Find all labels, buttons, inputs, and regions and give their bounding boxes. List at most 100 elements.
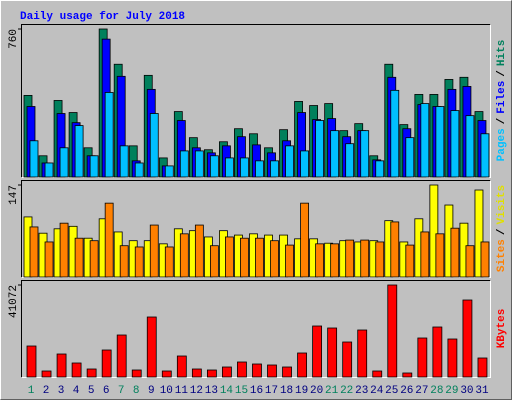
bar: [420, 103, 430, 178]
bar: [270, 160, 279, 178]
bar: [56, 353, 67, 378]
bar: [330, 243, 340, 278]
bar: [375, 160, 385, 178]
bar: [435, 106, 445, 178]
bar: [86, 368, 97, 378]
x-tick-label: 15: [235, 385, 248, 397]
x-tick-label: 13: [205, 385, 218, 397]
x-tick-label: 7: [118, 385, 125, 397]
bar: [267, 364, 277, 378]
bar: [330, 130, 340, 178]
x-tick-label: 30: [460, 385, 473, 397]
bar: [372, 370, 383, 378]
bar: [474, 189, 484, 278]
bar: [119, 245, 129, 278]
bar: [89, 240, 99, 278]
x-tick-label: 18: [280, 385, 293, 397]
bar: [176, 355, 187, 378]
x-tick-label: 25: [385, 385, 398, 397]
bar: [345, 239, 355, 278]
bar: [315, 120, 325, 178]
bar: [420, 231, 430, 278]
bar: [179, 150, 189, 178]
x-tick-label: 12: [190, 385, 203, 397]
bar: [29, 226, 39, 278]
bar: [225, 236, 234, 278]
panel-edge-light: [21, 280, 491, 378]
bar: [429, 184, 439, 278]
bar: [462, 299, 473, 378]
bar: [146, 316, 157, 378]
x-tick-label: 28: [430, 385, 443, 397]
x-tick-label: 27: [415, 385, 428, 397]
panel: [21, 280, 490, 377]
x-tick-label: 14: [220, 385, 234, 397]
bar: [312, 325, 323, 378]
bar: [480, 133, 490, 178]
x-tick-label: 20: [310, 385, 323, 397]
bar: [89, 155, 99, 178]
bar: [104, 202, 114, 278]
bar: [134, 246, 144, 278]
bar: [255, 237, 264, 278]
legend-separator: /: [496, 228, 508, 235]
bar: [164, 246, 174, 278]
bar: [360, 239, 370, 278]
bar: [209, 245, 219, 278]
bar: [390, 89, 400, 178]
x-tick-label: 19: [295, 385, 308, 397]
panel-edge-dark: [21, 180, 491, 278]
bar: [387, 284, 398, 378]
bar: [44, 241, 54, 278]
bar: [300, 150, 309, 178]
x-tick-label: 17: [265, 385, 278, 397]
x-tick-label: 16: [250, 385, 263, 397]
bar: [417, 337, 428, 378]
legend-entry: KBytes: [496, 309, 508, 349]
bar: [402, 372, 413, 378]
bar: [360, 130, 370, 178]
x-tick-label: 4: [73, 385, 80, 397]
bar: [116, 334, 127, 378]
bar: [240, 157, 249, 178]
bar: [206, 369, 217, 378]
bar: [149, 224, 159, 278]
bar: [315, 243, 325, 278]
bar: [41, 370, 52, 378]
bar: [405, 244, 415, 278]
legend-entry: Hits: [496, 40, 508, 66]
bar: [101, 349, 112, 378]
panel-edge-light: [21, 24, 491, 178]
bar: [357, 329, 368, 378]
bar: [465, 115, 475, 178]
bar: [405, 137, 415, 178]
bar: [375, 241, 385, 278]
bar: [209, 155, 219, 178]
legend-entry: Files: [496, 81, 508, 114]
bar: [300, 202, 309, 278]
bar: [477, 357, 488, 378]
bar: [255, 160, 264, 178]
bar: [450, 227, 460, 278]
x-tick-label: 31: [475, 385, 489, 397]
x-tick-label: 11: [175, 385, 189, 397]
x-tick-label: 29: [445, 385, 458, 397]
bar: [225, 157, 234, 178]
y-tick-label: 147: [8, 185, 20, 205]
bar: [74, 125, 84, 178]
y-tick-label: 760: [8, 29, 20, 49]
x-tick-label: 22: [340, 385, 353, 397]
bar: [104, 92, 114, 178]
bar: [435, 233, 445, 278]
bar: [327, 327, 338, 378]
bar: [465, 245, 475, 278]
bar: [26, 345, 37, 378]
bar: [240, 237, 249, 278]
x-tick-label: 21: [325, 385, 339, 397]
bar: [59, 147, 69, 178]
bar: [342, 341, 353, 378]
x-tick-label: 3: [58, 385, 65, 397]
bar: [29, 140, 39, 178]
bar: [252, 363, 262, 378]
